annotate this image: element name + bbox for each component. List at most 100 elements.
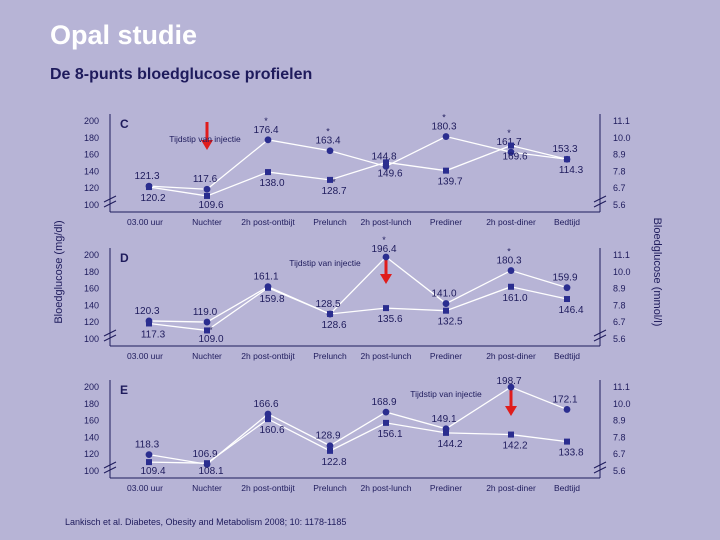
significance-star: * [326, 127, 330, 137]
x-tick-label: Bedtijd [554, 351, 580, 361]
x-tick-label: Nuchter [192, 217, 222, 227]
x-tick-label: 03.00 uur [127, 483, 163, 493]
y-tick-right: 5.6 [613, 334, 626, 344]
data-point-bottom [204, 192, 210, 199]
y-tick-left: 200 [84, 116, 99, 126]
data-label-top: 120.3 [134, 306, 159, 317]
data-point-bottom [327, 176, 333, 183]
data-point-top [264, 136, 272, 144]
data-label-top: 119.0 [193, 307, 218, 318]
axis-break-right [593, 461, 607, 474]
data-label-top: 172.1 [552, 394, 577, 405]
x-tick-label: 2h post-ontbijt [241, 217, 295, 227]
axis-break-left [103, 329, 117, 342]
x-tick-label: 2h post-ontbijt [241, 351, 295, 361]
y-tick-right: 7.8 [613, 166, 626, 176]
significance-star: * [264, 116, 268, 126]
x-tick-label: Prelunch [313, 217, 347, 227]
data-label-bottom: 109.4 [140, 466, 165, 477]
y-tick-right: 10.0 [613, 399, 631, 409]
data-label-bottom: 109.6 [198, 200, 223, 211]
data-label-bottom: 169.6 [502, 152, 527, 163]
y-tick-left: 120 [84, 449, 99, 459]
y-tick-right: 8.9 [613, 150, 626, 160]
y-tick-right: 7.8 [613, 300, 626, 310]
x-tick-label: 2h post-lunch [360, 217, 411, 227]
x-tick-label: Bedtijd [554, 483, 580, 493]
x-tick-label: Nuchter [192, 351, 222, 361]
data-label-top: 118.3 [135, 440, 160, 451]
series-line-bottom [148, 144, 568, 197]
data-point-bottom [204, 460, 210, 467]
y-tick-left: 140 [84, 166, 99, 176]
data-label-bottom: 161.0 [502, 293, 527, 304]
axis-break-right [593, 329, 607, 342]
data-label-bottom: 133.8 [558, 448, 583, 459]
y-tick-right: 5.6 [613, 200, 626, 210]
significance-star: * [442, 113, 446, 123]
data-point-bottom [327, 447, 333, 454]
data-point-top [442, 133, 450, 140]
y-tick-right: 11.1 [613, 250, 630, 260]
data-label-top: 159.9 [552, 273, 577, 284]
data-point-top [507, 148, 515, 156]
data-label-top: 141.0 [431, 289, 456, 300]
data-point-top [264, 410, 272, 418]
citation: Lankisch et al. Diabetes, Obesity and Me… [65, 517, 347, 527]
data-label-bottom: 156.1 [377, 429, 402, 440]
y-tick-right: 10.0 [613, 133, 631, 143]
data-label-bottom: 117.3 [141, 329, 166, 340]
injection-arrow-head [505, 406, 517, 416]
data-label-top: 166.6 [253, 399, 278, 410]
data-label-top: 168.9 [371, 397, 396, 408]
x-tick-label: 2h post-lunch [360, 483, 411, 493]
y-tick-right: 6.7 [613, 183, 626, 193]
x-tick-label: Nuchter [192, 483, 222, 493]
data-point-top [382, 408, 390, 416]
data-label-bottom: 114.3 [559, 165, 584, 176]
y-tick-left: 120 [84, 317, 99, 327]
data-label-top: 196.4 [371, 244, 396, 255]
data-point-bottom [564, 156, 570, 163]
data-point-bottom [265, 284, 271, 291]
injection-arrow-head [380, 274, 392, 284]
x-tick-label: 2h post-diner [486, 483, 536, 493]
left-axis-title: Bloedglucose (mg/dl) [53, 220, 65, 323]
data-label-top: 117.6 [193, 174, 218, 185]
data-label-bottom: 109.0 [198, 334, 223, 345]
axis-break-left [103, 195, 117, 208]
significance-star: * [332, 177, 336, 187]
y-tick-left: 180 [84, 399, 99, 409]
significance-star: * [507, 128, 511, 138]
data-label-bottom: 135.6 [377, 314, 402, 325]
x-tick-label: 03.00 uur [127, 351, 163, 361]
y-tick-right: 7.8 [613, 432, 626, 442]
y-tick-left: 180 [84, 267, 99, 277]
data-point-bottom [443, 429, 449, 436]
data-point-bottom [383, 159, 389, 166]
data-point-bottom [265, 169, 271, 176]
x-tick-label: 2h post-lunch [360, 351, 411, 361]
data-label-bottom: 108.1 [198, 466, 223, 477]
data-point-top [326, 442, 334, 450]
y-tick-right: 8.9 [613, 416, 626, 426]
y-tick-left: 120 [84, 183, 99, 193]
y-tick-left: 140 [84, 432, 99, 442]
y-tick-right: 10.0 [613, 267, 631, 277]
panel-letter: E [120, 383, 128, 397]
x-tick-label: Bedtijd [554, 217, 580, 227]
panel-letter: C [120, 117, 129, 131]
x-tick-label: 2h post-ontbijt [241, 483, 295, 493]
y-tick-right: 11.1 [613, 382, 630, 392]
y-tick-left: 180 [84, 133, 99, 143]
y-tick-left: 200 [84, 382, 99, 392]
data-point-bottom [383, 419, 389, 426]
x-tick-label: 03.00 uur [127, 217, 163, 227]
data-label-top: 128.5 [315, 299, 340, 310]
y-tick-left: 100 [84, 200, 99, 210]
data-label-top: 161.1 [253, 272, 278, 283]
x-tick-label: Prediner [430, 483, 462, 493]
data-point-top [507, 383, 515, 391]
injection-arrow-head [201, 140, 213, 150]
data-point-top [203, 185, 211, 193]
